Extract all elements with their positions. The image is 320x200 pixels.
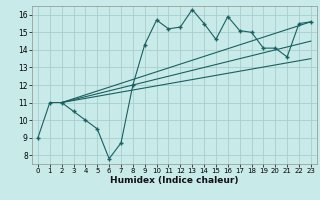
X-axis label: Humidex (Indice chaleur): Humidex (Indice chaleur) (110, 176, 239, 185)
